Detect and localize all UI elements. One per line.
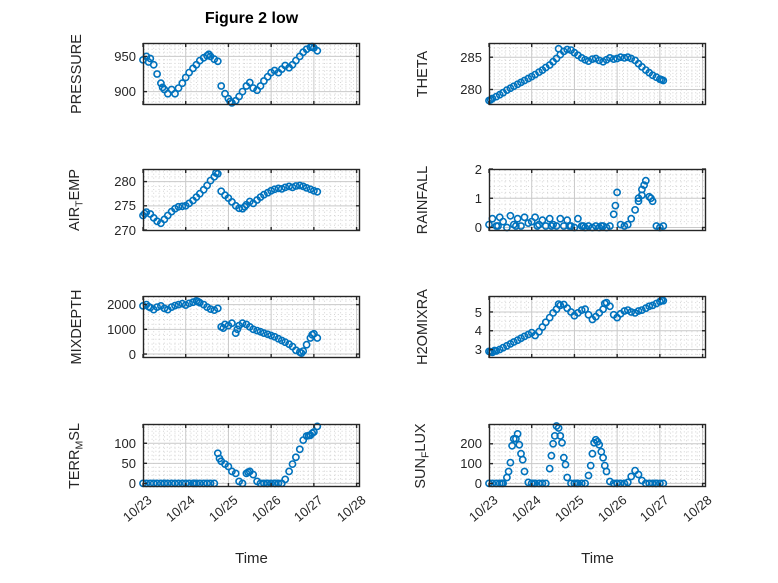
ytick-label: 5 bbox=[474, 304, 482, 320]
ytick-label: 100 bbox=[460, 456, 482, 472]
minor-grid bbox=[144, 44, 359, 104]
xaxis-title-right: Time bbox=[581, 550, 614, 567]
xtick-label: 10/28 bbox=[680, 492, 715, 525]
xtick-label: 10/27 bbox=[637, 492, 672, 525]
plot-area-rainfall bbox=[485, 168, 707, 232]
ytick-label: 1 bbox=[474, 190, 482, 206]
xtick-label: 10/26 bbox=[248, 492, 284, 525]
ytick-label: 1000 bbox=[107, 321, 136, 337]
ytick-label: 0 bbox=[128, 346, 136, 362]
ytick-label: 2000 bbox=[107, 297, 136, 313]
subplot-terr_msl: 0 50 100 TERRMSL 10/23 10/24 10/25 10/26 10/27 10… bbox=[67, 422, 369, 525]
ytick-label: 280 bbox=[460, 82, 482, 97]
ytick-label: 280 bbox=[114, 174, 136, 190]
plot-area-air_temp bbox=[139, 168, 361, 232]
subplot-h2omixra: 3 4 5 H2OMIXRA bbox=[415, 289, 707, 365]
ytick-label: 275 bbox=[114, 198, 136, 214]
major-grid bbox=[489, 424, 706, 487]
minor-grid bbox=[490, 44, 705, 104]
scatter-series-rainfall bbox=[485, 176, 668, 232]
ytick-label: 4 bbox=[474, 323, 482, 339]
figure-title: Figure 2 low bbox=[204, 10, 299, 27]
scatter-series-h2omixra bbox=[485, 296, 668, 357]
axis-box bbox=[488, 42, 707, 106]
xtick-label: 10/25 bbox=[205, 492, 241, 525]
major-grid bbox=[489, 169, 706, 231]
ytick-label: 50 bbox=[121, 455, 136, 471]
axis-box bbox=[488, 295, 707, 359]
ytick-label: 200 bbox=[460, 436, 482, 452]
ytick-label: 900 bbox=[114, 84, 136, 100]
minor-grid bbox=[144, 170, 359, 230]
scatter-series-mixdepth bbox=[139, 297, 322, 357]
ytick-label: 3 bbox=[474, 342, 482, 357]
axis-box bbox=[142, 295, 361, 359]
xtick-label: 10/24 bbox=[163, 492, 198, 525]
subplot-air_temp: 270 275 280 AIRTEMP bbox=[67, 168, 361, 237]
ytick-label: 285 bbox=[460, 49, 482, 65]
xtick-label: 10/24 bbox=[509, 492, 544, 525]
ylabel-air_temp: AIRTEMP bbox=[66, 169, 86, 231]
major-grid bbox=[489, 296, 706, 358]
axis-box bbox=[488, 423, 707, 488]
xtick-label: 10/23 bbox=[120, 492, 155, 525]
ytick-label: 2 bbox=[474, 161, 482, 177]
plot-area-h2omixra bbox=[485, 295, 707, 359]
plot-area-sun_flux bbox=[485, 422, 707, 488]
plot-area-terr_msl bbox=[139, 422, 361, 488]
plot-area-theta bbox=[485, 42, 707, 106]
ytick-label: 0 bbox=[128, 475, 136, 491]
ytick-label: 950 bbox=[114, 48, 136, 64]
ylabel-terr_msl: TERRMSL bbox=[66, 422, 86, 489]
plot-area-mixdepth bbox=[139, 295, 361, 359]
subplot-theta: 280 285 THETA bbox=[415, 42, 707, 106]
subplot-pressure: 900 950 PRESSURE bbox=[69, 34, 361, 114]
subplot-sun_flux: 0 100 200 SUNFLUX 10/23 10/24 10/25 10/26 10/27 1… bbox=[413, 422, 715, 525]
ytick-label: 100 bbox=[114, 435, 136, 451]
xaxis-title-left: Time bbox=[235, 550, 268, 567]
ytick-label: 270 bbox=[114, 222, 136, 238]
axis-box bbox=[488, 168, 707, 232]
minor-grid bbox=[144, 297, 359, 357]
axis-box bbox=[142, 168, 361, 232]
ytick-label: 0 bbox=[474, 475, 482, 491]
ytick-label: 0 bbox=[474, 220, 482, 235]
xtick-label: 10/26 bbox=[594, 492, 630, 525]
xtick-label: 10/23 bbox=[466, 492, 501, 525]
ylabel-mixdepth: MIXDEPTH bbox=[68, 289, 85, 365]
subplot-mixdepth: 0 1000 2000 MIXDEPTH bbox=[69, 290, 361, 364]
axis-box bbox=[142, 423, 361, 488]
ylabel-pressure: PRESSURE bbox=[68, 34, 85, 114]
ylabel-theta: THETA bbox=[414, 50, 431, 98]
scatter-series-air_temp bbox=[139, 169, 322, 228]
xtick-label: 10/28 bbox=[334, 492, 369, 525]
ylabel-sun_flux: SUNFLUX bbox=[412, 422, 432, 489]
plot-area-pressure bbox=[139, 42, 361, 107]
subplot-rainfall: 0 1 2 RAINFALL bbox=[415, 163, 707, 234]
ylabel-h2omixra: H2OMIXRA bbox=[414, 289, 431, 365]
axis-box bbox=[142, 42, 361, 106]
xtick-label: 10/25 bbox=[551, 492, 587, 525]
xtick-label: 10/27 bbox=[291, 492, 326, 525]
ylabel-rainfall: RAINFALL bbox=[414, 165, 431, 235]
